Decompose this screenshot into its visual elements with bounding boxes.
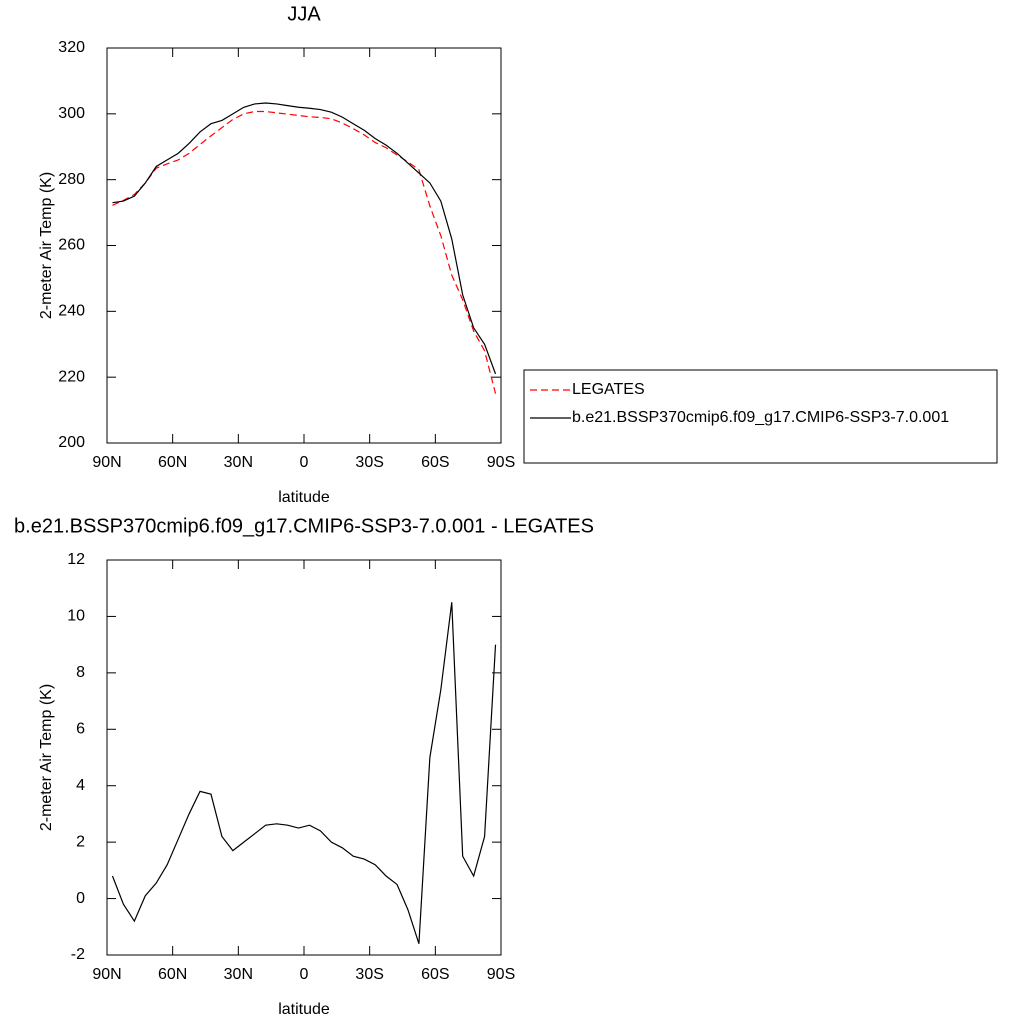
x-tick-label: 30N	[224, 966, 253, 983]
y-tick-label: 280	[58, 171, 85, 188]
legend-box	[523, 369, 998, 464]
data-line	[112, 102, 497, 375]
x-tick-label: 30N	[224, 454, 253, 471]
x-tick-label: 0	[300, 454, 309, 471]
y-tick-label: 2	[76, 833, 85, 850]
y-tick-label: 300	[58, 105, 85, 122]
y-tick-label: 200	[58, 434, 85, 451]
data-line	[112, 110, 497, 394]
legend-label: LEGATES	[572, 381, 645, 398]
x-tick-label: 60S	[421, 454, 449, 471]
chart-title: b.e21.BSSP370cmip6.f09_g17.CMIP6-SSP3-7.…	[14, 515, 594, 537]
y-axis-label: 2-meter Air Temp (K)	[38, 172, 55, 319]
x-tick-label: 60S	[421, 966, 449, 983]
y-tick-label: 6	[76, 721, 85, 738]
x-tick-label: 60N	[158, 966, 187, 983]
y-tick-label: 8	[76, 664, 85, 681]
y-tick-label: 12	[67, 551, 85, 568]
x-tick-label: 90S	[487, 454, 515, 471]
x-tick-label: 90S	[487, 966, 515, 983]
x-tick-label: 60N	[158, 454, 187, 471]
y-tick-label: 220	[58, 368, 85, 385]
chart-title: JJA	[287, 3, 321, 25]
y-axis-label: 2-meter Air Temp (K)	[38, 684, 55, 831]
y-tick-label: 240	[58, 303, 85, 320]
plot-frame	[106, 559, 502, 956]
y-tick-label: 320	[58, 39, 85, 56]
data-line	[111, 602, 497, 944]
y-tick-label: 4	[76, 777, 85, 794]
x-tick-label: 30S	[355, 966, 383, 983]
x-tick-label: 0	[300, 966, 309, 983]
y-tick-label: -2	[71, 946, 85, 963]
x-tick-label: 30S	[355, 454, 383, 471]
y-tick-label: 260	[58, 237, 85, 254]
x-tick-label: 90N	[92, 966, 121, 983]
legend-label: b.e21.BSSP370cmip6.f09_g17.CMIP6-SSP3-7.…	[572, 409, 949, 426]
x-tick-label: 90N	[92, 454, 121, 471]
x-axis-label: latitude	[278, 489, 330, 506]
y-tick-label: 10	[67, 608, 85, 625]
x-axis-label: latitude	[278, 1001, 330, 1018]
y-tick-label: 0	[76, 890, 85, 907]
